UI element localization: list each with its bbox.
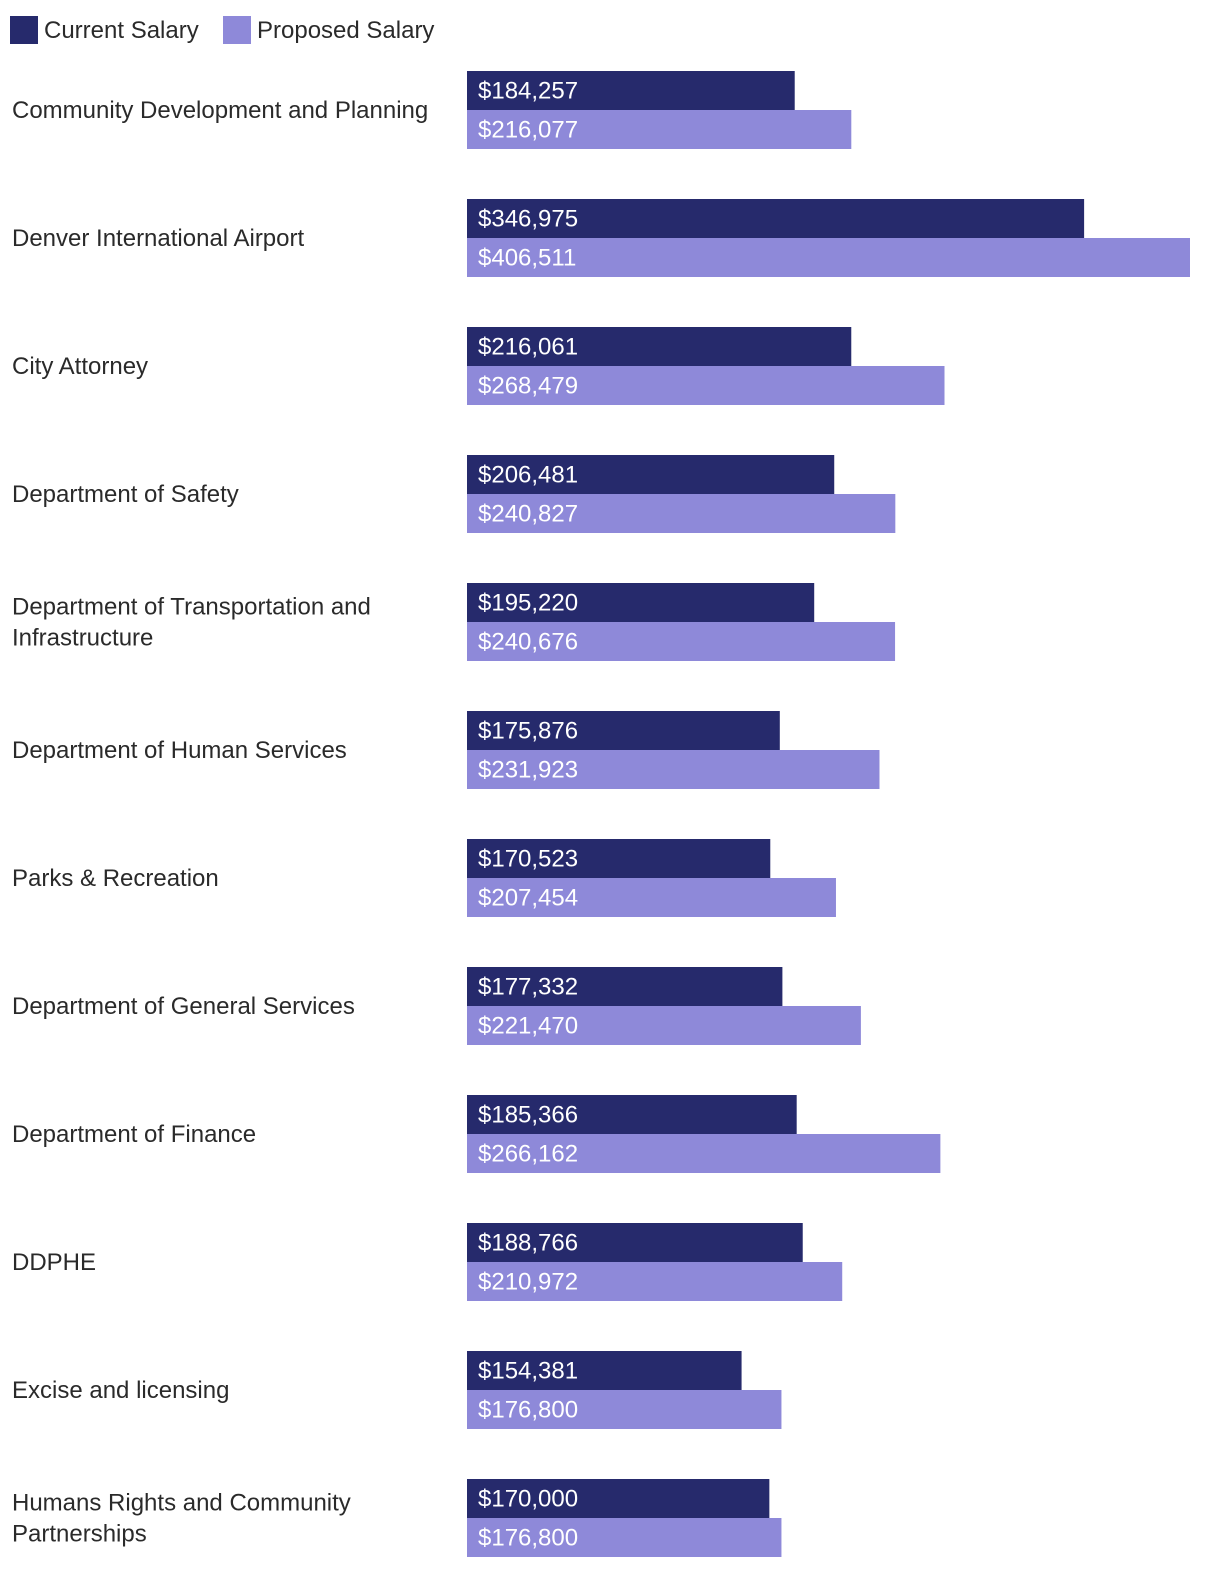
bar-value-label-current: $154,381 (478, 1358, 578, 1385)
bar-value-label-proposed: $207,454 (478, 885, 578, 912)
bar-proposed (467, 1006, 861, 1045)
bar-proposed (467, 1262, 843, 1301)
category-label: Department of Safety (12, 481, 239, 508)
category-group: Parks & Recreation $170,523 $207,454 (12, 839, 836, 917)
legend: Current Salary Proposed Salary (10, 16, 434, 44)
category-group: Department of General Services $177,332 $2… (12, 967, 861, 1045)
legend-swatch-current (10, 16, 38, 44)
plot-area: Community Development and Planning $184,2… (12, 71, 1190, 1557)
bar-value-label-proposed: $176,800 (478, 1525, 578, 1552)
bar-value-label-current: $216,061 (478, 334, 578, 361)
legend-label-proposed: Proposed Salary (257, 17, 434, 44)
category-label: Department of General Services (12, 993, 355, 1020)
bar-value-label-current: $177,332 (478, 974, 578, 1001)
bar-value-label-current: $195,220 (478, 590, 578, 617)
category-label: Community Development and Planning (12, 97, 428, 124)
bar-value-label-proposed: $268,479 (478, 373, 578, 400)
bar-value-label-current: $184,257 (478, 78, 578, 105)
bar-proposed (467, 750, 880, 789)
bar-current (467, 199, 1085, 238)
bar-proposed (467, 1390, 782, 1429)
bar-value-label-proposed: $406,511 (478, 245, 576, 272)
bar-current (467, 839, 771, 878)
bar-value-label-current: $188,766 (478, 1230, 578, 1257)
category-group: Denver International Airport $346,975 $406… (12, 199, 1190, 277)
bar-current (467, 1351, 742, 1390)
category-label: Humans Rights and Community Partnerships (12, 1490, 351, 1548)
category-label: Department of Transportation and Infrastr… (12, 594, 371, 652)
bar-proposed (467, 622, 896, 661)
bar-proposed (467, 494, 896, 533)
bar-current (467, 711, 780, 750)
bar-current (467, 71, 795, 110)
bar-value-label-proposed: $266,162 (478, 1141, 578, 1168)
category-label: Denver International Airport (12, 225, 304, 252)
bar-proposed (467, 1134, 941, 1173)
bar-current (467, 1223, 803, 1262)
bar-value-label-proposed: $176,800 (478, 1397, 578, 1424)
category-group: City Attorney $216,061 $268,479 (12, 327, 945, 405)
bar-proposed (467, 878, 836, 917)
legend-swatch-proposed (223, 16, 251, 44)
bar-current (467, 967, 783, 1006)
bar-value-label-current: $175,876 (478, 718, 578, 745)
bar-current (467, 327, 852, 366)
legend-label-current: Current Salary (44, 17, 199, 44)
category-label: Excise and licensing (12, 1377, 229, 1404)
bar-value-label-proposed: $240,676 (478, 629, 578, 656)
category-group: Department of Safety $206,481 $240,827 (12, 455, 896, 533)
bar-current (467, 1479, 770, 1518)
bar-current (467, 1095, 797, 1134)
category-group: Department of Human Services $175,876 $231… (12, 711, 880, 789)
bar-value-label-proposed: $240,827 (478, 501, 578, 528)
bar-current (467, 583, 815, 622)
category-group: Department of Transportation and Infrastr… (12, 583, 896, 661)
bar-value-label-current: $185,366 (478, 1102, 578, 1129)
bar-value-label-current: $170,523 (478, 846, 578, 873)
bar-proposed (467, 1518, 782, 1557)
bar-proposed (467, 110, 852, 149)
category-group: DDPHE $188,766 $210,972 (12, 1223, 843, 1301)
bar-value-label-proposed: $216,077 (478, 117, 578, 144)
bar-value-label-proposed: $231,923 (478, 757, 578, 784)
category-label: Department of Finance (12, 1121, 256, 1148)
bar-proposed (467, 238, 1190, 277)
category-group: Department of Finance $185,366 $266,162 (12, 1095, 941, 1173)
bar-current (467, 455, 835, 494)
bar-value-label-proposed: $221,470 (478, 1013, 578, 1040)
bar-value-label-current: $206,481 (478, 462, 578, 489)
bar-value-label-proposed: $210,972 (478, 1269, 578, 1296)
category-group: Excise and licensing $154,381 $176,800 (12, 1351, 782, 1429)
category-label: City Attorney (12, 353, 148, 380)
bar-value-label-current: $170,000 (478, 1486, 578, 1513)
category-label: Parks & Recreation (12, 865, 219, 892)
bar-value-label-current: $346,975 (478, 206, 578, 233)
bar-proposed (467, 366, 945, 405)
category-label: Department of Human Services (12, 737, 347, 764)
category-group: Humans Rights and Community Partnerships $… (12, 1479, 782, 1557)
category-group: Community Development and Planning $184,2… (12, 71, 852, 149)
category-label: DDPHE (12, 1249, 96, 1276)
